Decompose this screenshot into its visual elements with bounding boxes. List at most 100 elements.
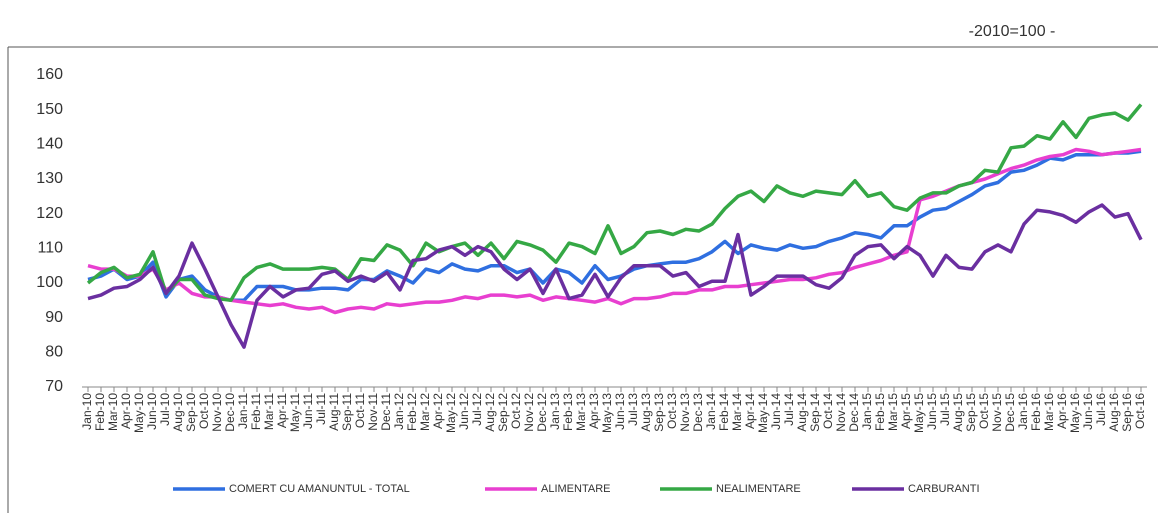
x-tick-label: Oct-10 [197,393,211,429]
x-tick-label: Oct-16 [1133,393,1147,429]
y-tick-label: 100 [36,274,63,291]
x-tick-label: Apr-10 [119,393,133,429]
x-tick-label: Jan-14 [704,393,718,430]
x-tick-label: May-12 [444,393,458,433]
x-tick-label: Mar-12 [418,393,432,431]
x-tick-label: Feb-14 [717,393,731,431]
x-tick-label: Mar-15 [886,393,900,431]
y-tick-label: 130 [36,170,63,187]
x-tick-label: Oct-11 [353,393,367,428]
series-line [86,103,1143,303]
x-tick-label: Jul-10 [158,393,172,426]
series-line [87,149,1142,303]
y-tick-label: 70 [45,378,63,395]
x-tick-label: Feb-10 [93,393,107,431]
x-tick-label: Oct-12 [509,393,523,429]
x-tick-label: Sep-14 [808,393,822,432]
x-tick-label: Sep-12 [496,393,510,432]
x-tick-label: Mar-11 [262,393,276,430]
x-tick-label: Nov-13 [678,393,692,432]
x-tick-label: Sep-16 [1120,393,1134,432]
y-tick-label: 150 [36,101,63,118]
legend-label: ALIMENTARE [541,483,610,495]
x-tick-label: Dec-12 [535,393,549,432]
x-tick-label: Feb-15 [873,393,887,431]
x-tick-label: Mar-10 [106,393,120,431]
x-tick-label: Mar-16 [1042,393,1056,431]
x-tick-label: May-10 [132,393,146,433]
x-tick-label: Apr-11 [275,393,289,428]
y-tick-label: 120 [36,205,63,222]
x-tick-label: Dec-14 [847,393,861,432]
x-tick-label: Mar-13 [574,393,588,431]
y-tick-label: 110 [37,240,63,257]
x-tick-label: Oct-13 [665,393,679,429]
x-tick-label: Sep-11 [340,393,354,431]
x-tick-label: May-14 [756,393,770,433]
x-tick-label: Jul-14 [782,393,796,426]
x-tick-label: Jan-15 [860,393,874,430]
x-tick-label: Sep-15 [964,393,978,432]
x-tick-label: Jun-10 [145,393,159,430]
x-tick-label: Apr-16 [1055,393,1069,429]
x-tick-label: Jun-14 [769,393,783,430]
x-tick-label: Nov-14 [834,393,848,432]
x-tick-label: Jun-12 [457,393,471,430]
x-tick-label: Jun-13 [613,393,627,430]
x-tick-label: Aug-15 [951,393,965,432]
x-tick-label: Jul-12 [470,393,484,426]
x-tick-label: Dec-10 [223,393,237,432]
x-tick-label: May-11 [288,393,302,432]
legend-label: NEALIMENTARE [716,483,801,495]
x-tick-label: Jan-16 [1016,393,1030,430]
y-tick-label: 80 [45,344,63,361]
x-tick-label: Nov-11 [366,393,380,431]
x-tick-label: Dec-15 [1003,393,1017,432]
x-tick-label: Oct-15 [977,393,991,429]
x-tick-label: Jul-15 [938,393,952,426]
x-tick-label: Jun-16 [1081,393,1095,430]
x-tick-label: Feb-11 [249,393,263,430]
x-tick-label: Nov-10 [210,393,224,432]
x-tick-label: Sep-13 [652,393,666,432]
x-tick-label: Mar-14 [730,393,744,431]
x-tick-label: Apr-14 [743,393,757,429]
x-tick-label: Aug-13 [639,393,653,432]
x-tick-label: Nov-15 [990,393,1004,432]
legend-label: COMERT CU AMANUNTUL - TOTAL [229,483,410,495]
x-tick-label: Jul-11 [314,393,328,425]
x-tick-label: May-16 [1068,393,1082,433]
x-tick-label: Jun-15 [925,393,939,430]
x-tick-label: Jun-11 [301,393,315,429]
series-line [87,203,1143,349]
x-tick-label: Jul-16 [1094,393,1108,426]
x-tick-label: Jan-10 [80,393,94,430]
y-tick-label: 140 [36,136,63,153]
x-tick-label: Nov-12 [522,393,536,432]
x-tick-label: May-13 [600,393,614,433]
x-tick-label: Jan-12 [392,393,406,430]
x-tick-label: Sep-10 [184,393,198,432]
x-tick-label: Apr-13 [587,393,601,429]
x-tick-label: Jul-13 [626,393,640,426]
x-tick-label: Oct-14 [821,393,835,429]
x-tick-label: Apr-15 [899,393,913,429]
legend-label: CARBURANTI [908,483,980,495]
x-tick-label: Aug-10 [171,393,185,432]
x-tick-label: Aug-14 [795,393,809,432]
x-tick-label: Feb-16 [1029,393,1043,431]
y-tick-label: 160 [36,66,63,83]
x-tick-label: Aug-12 [483,393,497,432]
x-tick-label: Dec-13 [691,393,705,432]
x-tick-label: Apr-12 [431,393,445,429]
x-tick-label: Aug-11 [327,393,341,431]
x-tick-label: Feb-12 [405,393,419,431]
x-tick-label: Aug-16 [1107,393,1121,432]
x-tick-label: May-15 [912,393,926,433]
x-tick-label: Jan-13 [548,393,562,430]
x-tick-label: Jan-11 [236,393,250,429]
subtitle: -2010=100 - [969,23,1056,40]
x-tick-label: Dec-11 [379,393,393,431]
y-tick-label: 90 [45,309,63,326]
